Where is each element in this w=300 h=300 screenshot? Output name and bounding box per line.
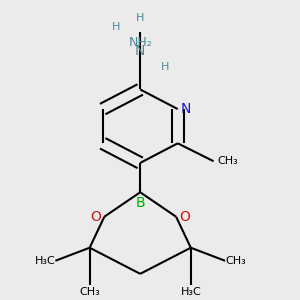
Text: H: H [136,13,144,23]
Text: NH₂: NH₂ [128,36,152,49]
Text: H₃C: H₃C [34,256,56,266]
Text: B: B [135,196,145,209]
Text: N: N [135,44,146,58]
Text: CH₃: CH₃ [225,256,246,266]
Text: CH₃: CH₃ [217,156,238,166]
Text: H: H [160,61,169,72]
Text: O: O [179,210,190,224]
Text: H: H [112,22,120,32]
Text: H₃C: H₃C [180,287,201,297]
Text: O: O [90,210,101,224]
Text: CH₃: CH₃ [79,287,100,297]
Text: N: N [181,102,191,116]
